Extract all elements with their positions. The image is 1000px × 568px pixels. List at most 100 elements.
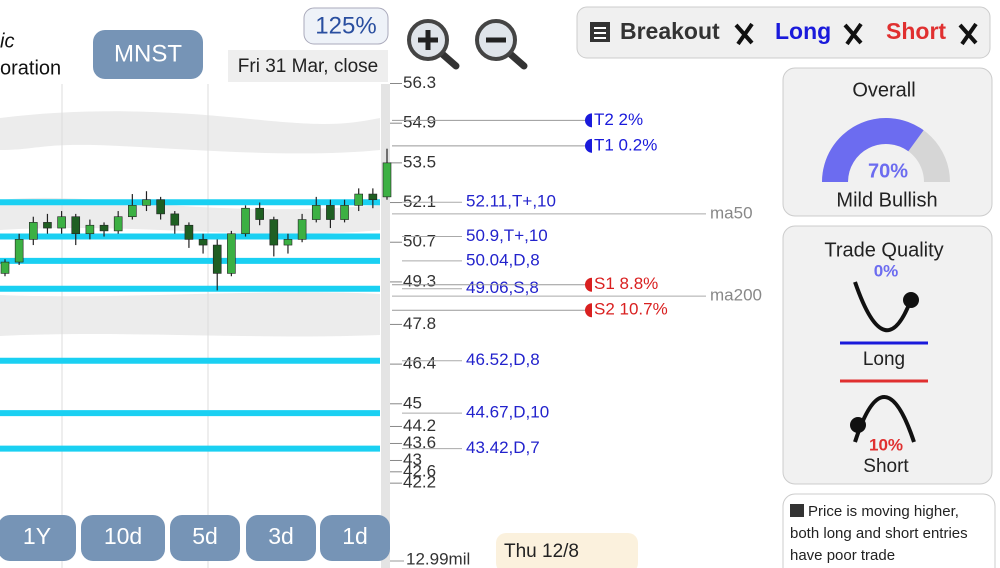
doc-icon — [590, 22, 610, 42]
date-box — [228, 50, 388, 82]
ma-label: ma200 — [710, 286, 762, 305]
candle-body — [85, 224, 95, 235]
y-tick-label: 53.5 — [403, 152, 436, 171]
y-tick-label: 46.4 — [403, 354, 436, 373]
periods: 1Y 10d 5d 3d 1d — [0, 515, 390, 561]
target-marker — [585, 277, 592, 292]
candle-body — [43, 222, 52, 229]
chart: 56.354.953.552.150.749.347.846.44544.243… — [0, 73, 762, 492]
overall-title: Overall — [852, 79, 915, 101]
candle-body — [382, 162, 392, 198]
y-tick-label: 49.3 — [403, 271, 436, 290]
candle-body — [142, 199, 151, 206]
level-label: 46.52,D,8 — [466, 350, 540, 369]
band — [0, 111, 380, 154]
candle-body — [113, 216, 123, 232]
y-tick-label: 44.2 — [403, 416, 436, 435]
filter-off — [843, 22, 863, 46]
candle-body — [184, 224, 194, 240]
candle-body — [57, 216, 66, 229]
company: ic — [0, 30, 14, 52]
company: oration — [0, 57, 61, 79]
candle-body — [71, 216, 81, 235]
filters: Breakout Long Short — [620, 18, 978, 46]
filter-label[interactable]: Short — [886, 18, 946, 44]
note-panel — [782, 493, 996, 568]
target-label: T2 2% — [594, 110, 643, 129]
candle-body — [297, 219, 307, 240]
level-label: 50.04,D,8 — [466, 250, 540, 269]
long-dot — [903, 292, 919, 308]
filter-bar — [576, 6, 991, 59]
y-tick-label: 42.2 — [403, 473, 436, 492]
zoom: 125% — [315, 12, 376, 39]
target-label: S2 10.7% — [594, 300, 668, 319]
short-label: Short — [863, 456, 909, 477]
short-dot — [850, 417, 866, 433]
candle-body — [354, 193, 364, 206]
cursor-date-box — [496, 533, 638, 568]
period-button[interactable] — [320, 515, 390, 561]
zoom-out[interactable] — [475, 19, 528, 70]
candle-body — [340, 205, 349, 220]
y-tick-label: 54.9 — [403, 113, 436, 132]
level-label: 43.42,D,7 — [466, 438, 540, 457]
candle-body — [198, 239, 208, 246]
quality-title: Trade Quality — [824, 239, 943, 261]
period-button[interactable] — [246, 515, 316, 561]
y-tick-label: 56.3 — [403, 73, 436, 92]
axis-strip — [381, 84, 390, 568]
candle-body — [283, 239, 293, 246]
ticker: MNST — [114, 40, 182, 67]
ma-label: ma50 — [710, 203, 753, 222]
candle-body — [241, 207, 250, 235]
filter-label[interactable]: Long — [775, 18, 831, 44]
level-label: 50.9,T+,10 — [466, 226, 548, 245]
period-button[interactable] — [170, 515, 240, 561]
candle-body — [0, 261, 10, 274]
level-label: 44.67,D,10 — [466, 403, 549, 422]
note-text: Price is moving higher, both long and sh… — [790, 503, 968, 564]
period-label: 1Y — [23, 523, 51, 549]
filter-off — [734, 22, 754, 46]
target-label: S1 8.8% — [594, 274, 658, 293]
period-label: 10d — [104, 523, 142, 549]
target-marker — [585, 113, 592, 128]
candle-body — [269, 219, 279, 246]
doc-icon — [790, 504, 804, 517]
candle-body — [368, 193, 378, 201]
long-quality: 0% — [874, 261, 899, 280]
candle-body — [311, 205, 321, 220]
y-tick-label: 43.6 — [403, 433, 436, 452]
candle-body — [255, 207, 264, 220]
candle-body — [212, 244, 222, 274]
candle-body — [156, 199, 165, 215]
note: Price is moving higher, both long and sh… — [790, 501, 990, 567]
filter-label[interactable]: Breakout — [620, 18, 720, 44]
y-tick-label: 45 — [403, 393, 422, 412]
level-label: 49.06,S,8 — [466, 278, 539, 297]
candle-body — [28, 222, 38, 240]
candle-body — [128, 205, 137, 218]
band — [0, 197, 380, 234]
filter-off — [958, 22, 978, 46]
zoom-in[interactable] — [407, 19, 460, 70]
quality-panel — [782, 225, 993, 485]
date: Fri 31 Mar, close — [238, 56, 378, 77]
y-tick-label: 52.1 — [403, 192, 436, 211]
target-marker — [585, 303, 592, 318]
y-tick-label: 42.6 — [403, 461, 436, 480]
period-button[interactable] — [0, 515, 76, 561]
gauge-value — [822, 117, 924, 182]
candle-body — [326, 205, 335, 220]
zoom-box[interactable] — [303, 7, 389, 45]
ticker-button[interactable] — [93, 30, 203, 79]
period-button[interactable] — [81, 515, 165, 561]
volume-label: 12.99mil — [406, 549, 470, 568]
target-label: T1 0.2% — [594, 135, 657, 154]
target-marker — [585, 138, 592, 153]
y-tick-label: 43 — [403, 450, 422, 469]
level-label: 52.11,T+,10 — [466, 192, 556, 211]
candle-body — [99, 224, 109, 232]
